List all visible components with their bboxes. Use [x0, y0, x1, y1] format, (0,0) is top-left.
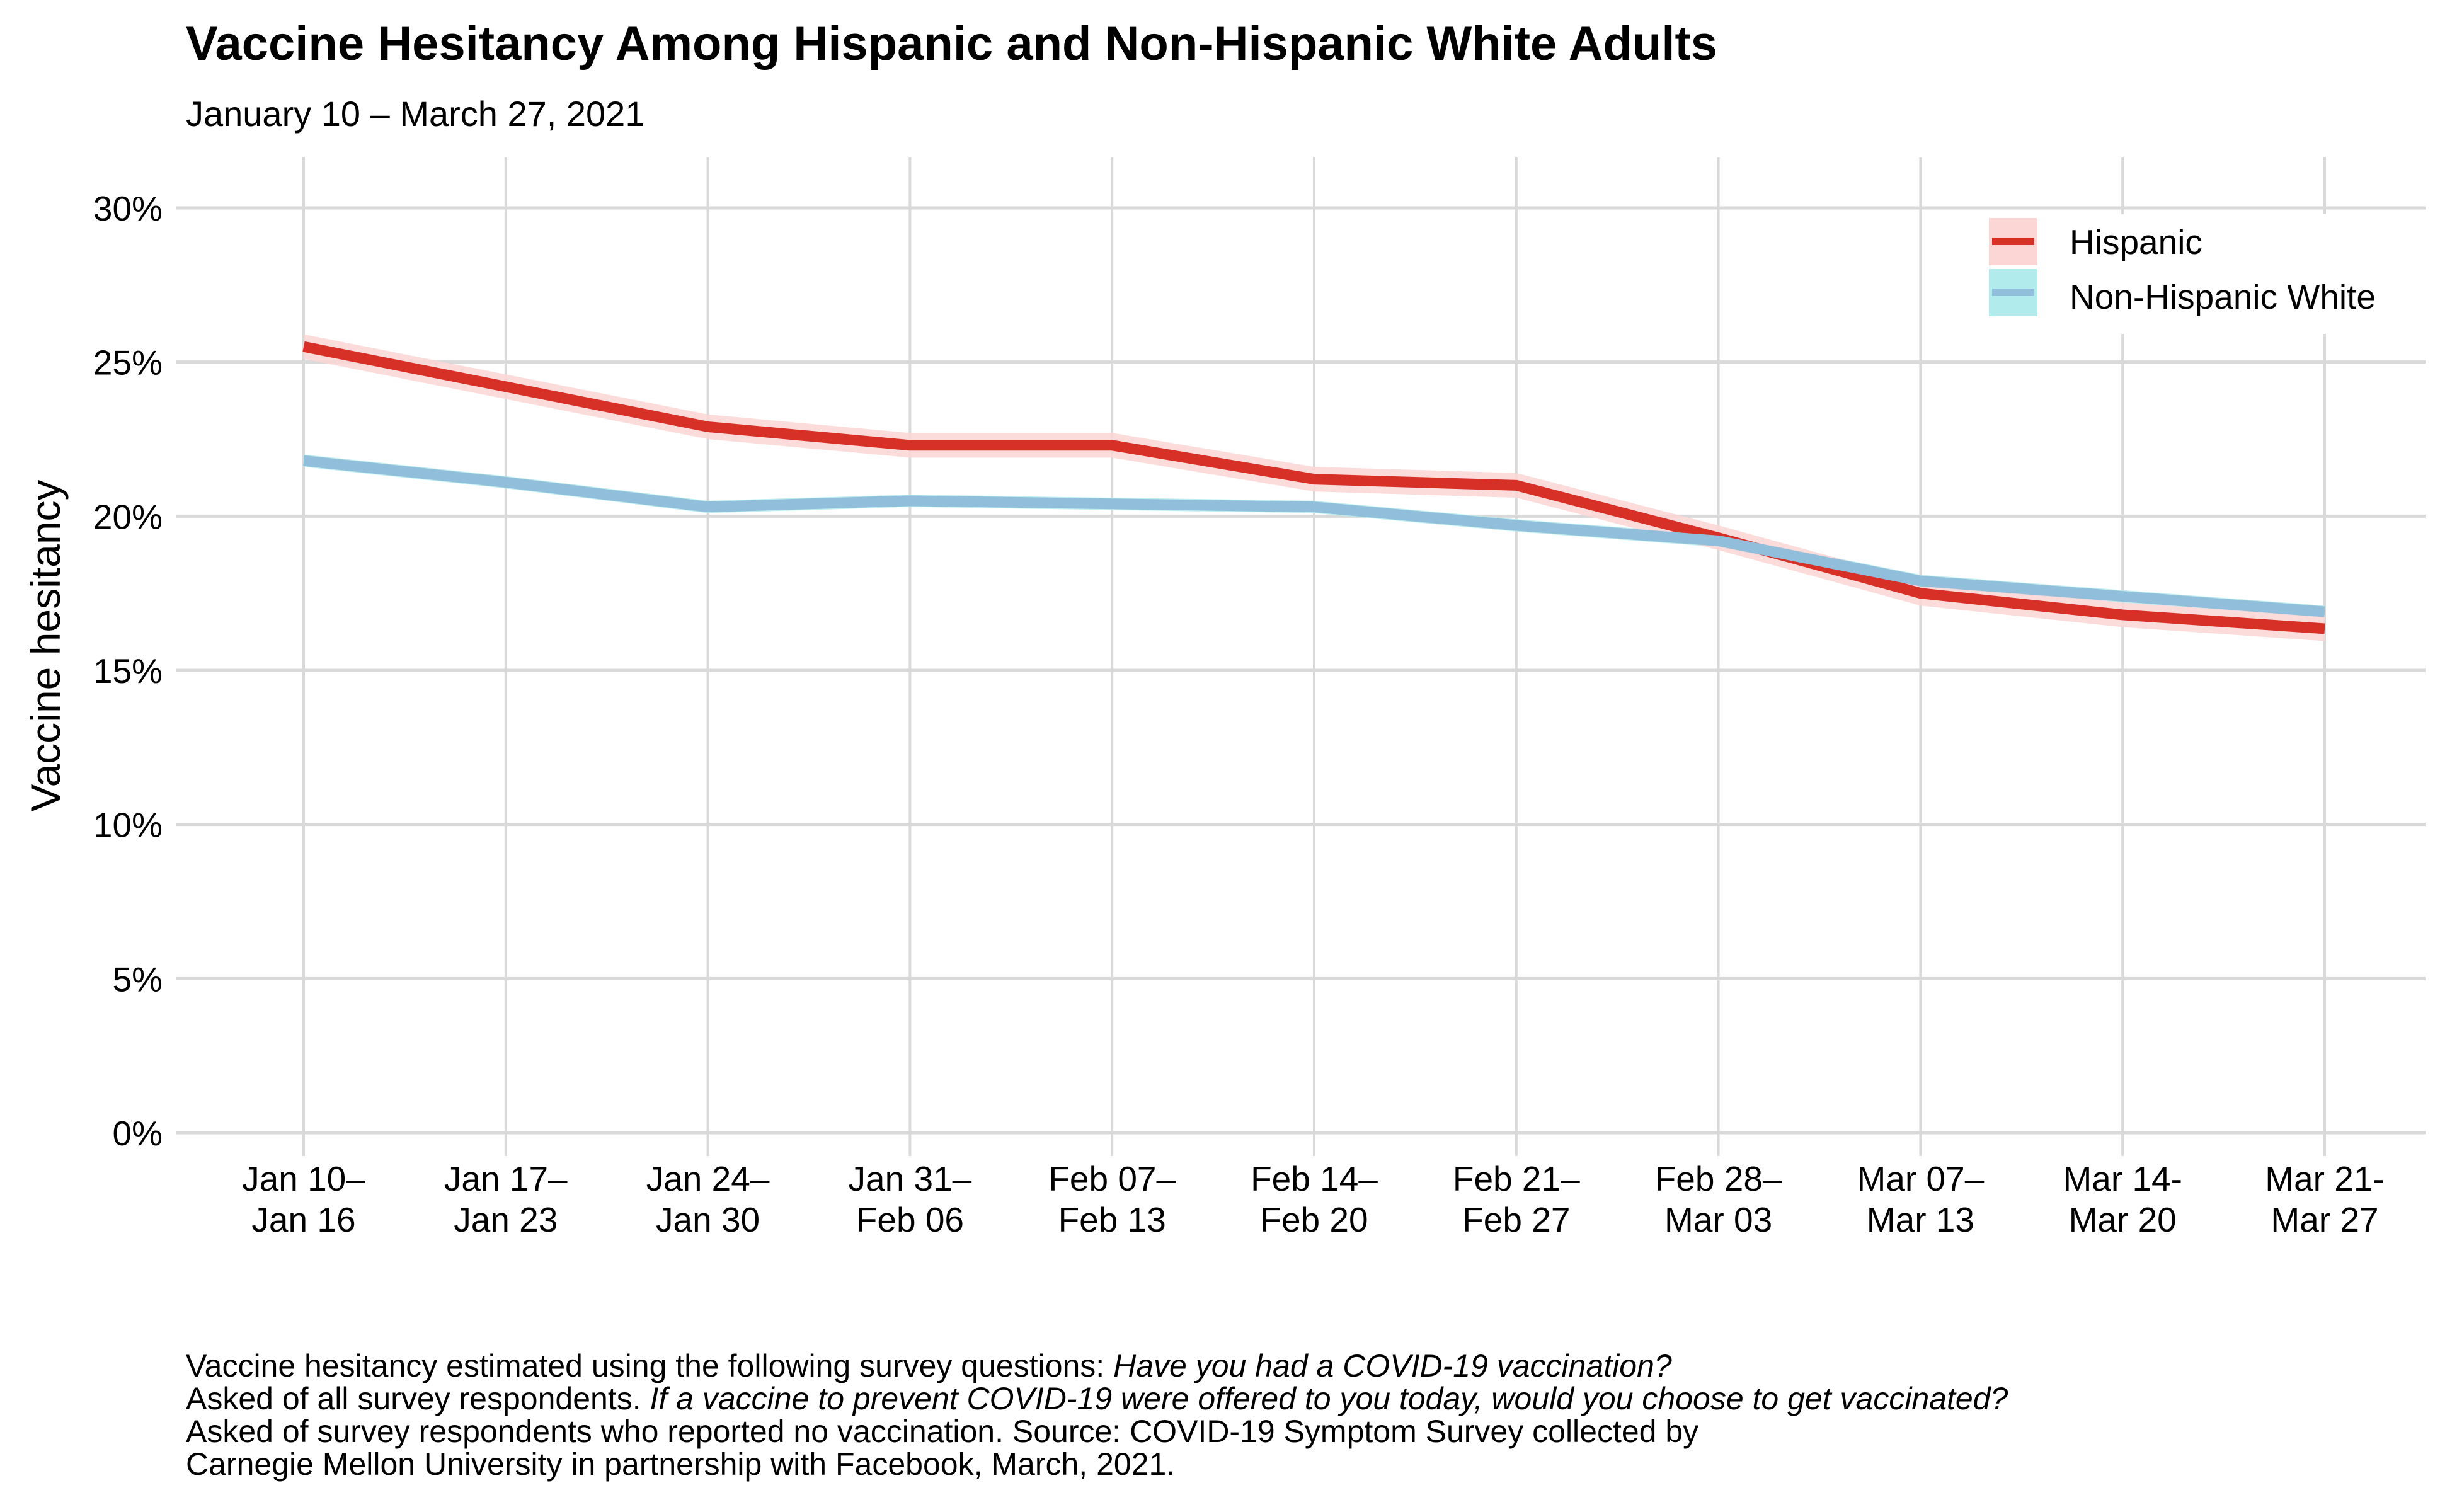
chart-title: Vaccine Hesitancy Among Hispanic and Non…	[186, 17, 1717, 71]
y-tick-label: 10%	[93, 806, 163, 845]
x-tick-label: Jan 10– Jan 16	[242, 1159, 365, 1239]
x-tick-label: Feb 21– Feb 27	[1453, 1159, 1580, 1239]
y-tick-label: 0%	[113, 1114, 163, 1153]
x-tick-label: Feb 14– Feb 20	[1251, 1159, 1378, 1239]
caption-line4: Carnegie Mellon University in partnershi…	[186, 1446, 1175, 1482]
x-tick-label: Feb 07– Feb 13	[1048, 1159, 1176, 1239]
chart-subtitle: January 10 – March 27, 2021	[186, 94, 644, 134]
series-lines	[302, 341, 2325, 634]
legend-key-hispanic-line	[1992, 238, 2034, 245]
x-tick-label: Mar 14-Mar 20	[2063, 1159, 2182, 1239]
y-tick-labels: 0% 5% 10% 15% 20% 25% 30%	[93, 189, 163, 1153]
y-tick-label: 20%	[93, 497, 163, 536]
x-tick-label: Mar 07– Mar 13	[1857, 1159, 1984, 1239]
legend-key-white-line	[1992, 289, 2034, 296]
svg-text:Asked of all survey respondent: Asked of all survey respondents. If a va…	[186, 1381, 2008, 1416]
y-tick-label: 25%	[93, 343, 163, 382]
x-tick-label: Feb 28– Mar 03	[1655, 1159, 1782, 1239]
legend-label-hispanic: Hispanic	[2070, 222, 2202, 261]
y-tick-label: 30%	[93, 189, 163, 228]
caption-line1-question: Have you had a COVID-19 vaccination?	[1113, 1348, 1672, 1383]
y-axis-label: Vaccine hesitancy	[22, 479, 69, 811]
legend-label-white: Non-Hispanic White	[2070, 277, 2376, 316]
caption-line3: Asked of survey respondents who reported…	[186, 1414, 1698, 1449]
gridlines	[176, 158, 2426, 1156]
x-tick-label: Jan 17– Jan 23	[444, 1159, 568, 1239]
svg-text:Vaccine hesitancy estimated us: Vaccine hesitancy estimated using the fo…	[186, 1348, 1672, 1383]
x-tick-label: Jan 24– Jan 30	[646, 1159, 770, 1239]
x-tick-labels: Jan 10– Jan 16 Jan 17– Jan 23 Jan 24– Jan 30 J…	[242, 1159, 2385, 1239]
caption-line2-question: If a vaccine to prevent COVID-19 were of…	[650, 1381, 2008, 1416]
y-tick-label: 5%	[113, 959, 163, 999]
y-tick-label: 15%	[93, 651, 163, 690]
caption: Vaccine hesitancy estimated using the fo…	[186, 1348, 2008, 1482]
legend: Hispanic Non-Hispanic White	[1978, 214, 2444, 334]
x-tick-label: Mar 21-Mar 27	[2265, 1159, 2385, 1239]
caption-line2: Asked of all survey respondents.	[186, 1381, 650, 1416]
caption-line1: Vaccine hesitancy estimated using the fo…	[186, 1348, 1113, 1383]
x-tick-label: Jan 31– Feb 06	[849, 1159, 972, 1239]
